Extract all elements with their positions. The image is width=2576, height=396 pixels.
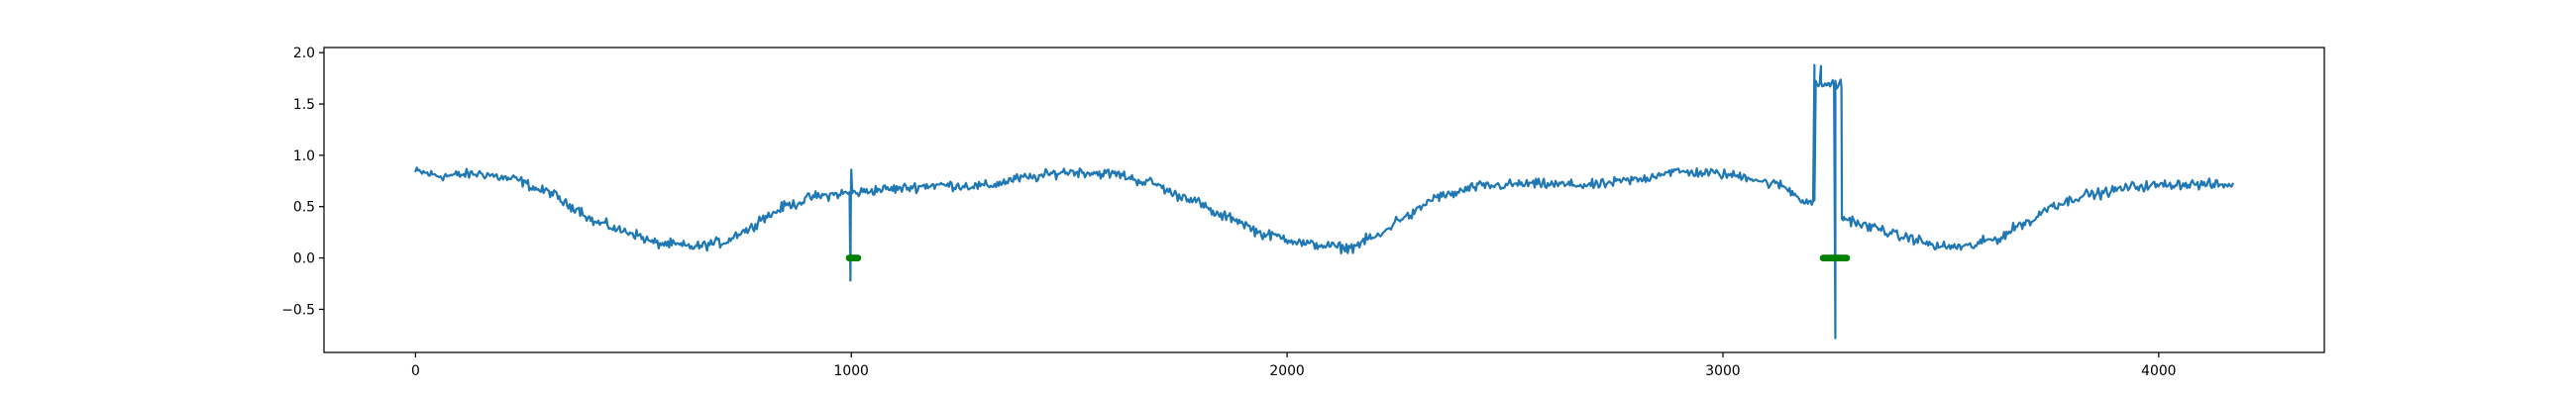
y-tick-label: 2.0 <box>293 46 315 61</box>
y-tick-label: 0.5 <box>293 200 315 216</box>
marker-point <box>854 254 862 261</box>
x-tick-label: 3000 <box>1705 363 1740 379</box>
y-tick-label: −0.5 <box>281 302 315 318</box>
marker-point <box>1843 254 1851 261</box>
x-tick-label: 0 <box>411 363 420 379</box>
x-tick-label: 1000 <box>834 363 869 379</box>
x-tick-label: 2000 <box>1269 363 1304 379</box>
tick-layer: 0 1000 2000 3000 4000 −0.5 0.0 0.5 1.0 1.5 2.0 <box>281 46 2176 379</box>
y-tick-label: 1.5 <box>293 97 315 113</box>
plot-frame <box>323 47 2325 353</box>
x-tick-label: 4000 <box>2141 363 2176 379</box>
y-tick-label: 1.0 <box>293 148 315 164</box>
series-line-0 <box>414 63 2234 340</box>
y-tick-label: 0.0 <box>293 251 315 267</box>
data-layer <box>414 63 2234 340</box>
